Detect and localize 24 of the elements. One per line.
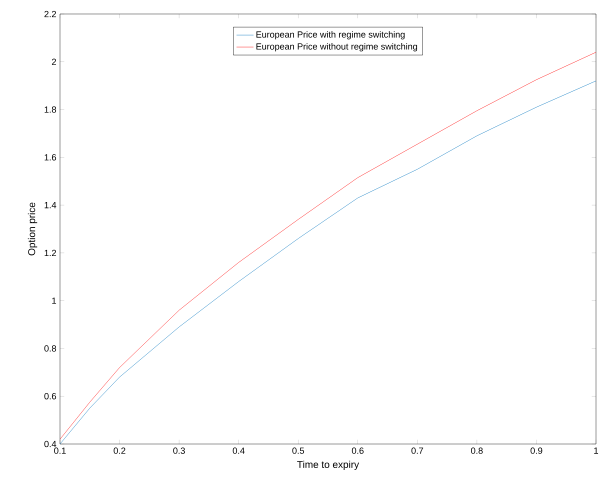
y-tick-label: 2.2	[44, 10, 56, 18]
y-axis-title: Option price	[28, 202, 38, 256]
x-tick-label: 0.3	[173, 448, 185, 454]
y-tick-label: 1.4	[44, 202, 56, 208]
y-tick-label: 0.8	[44, 345, 56, 352]
x-tick-label: 0.9	[530, 448, 542, 454]
x-tick-label: 0.2	[114, 448, 126, 454]
x-tick-label: 0.6	[352, 448, 364, 454]
legend-label: European Price without regime switching	[256, 43, 418, 52]
legend-label: European Price with regime switching	[256, 31, 405, 40]
y-tick-label: 0.4	[44, 440, 56, 448]
x-tick-label: 0.4	[232, 448, 245, 454]
x-tick-label: 0.1	[54, 448, 66, 454]
y-tick-label: 2	[52, 58, 56, 65]
x-tick-label: 0.8	[471, 448, 483, 454]
y-tick-label: 1	[52, 298, 56, 304]
x-axis-title: Time to expiry	[297, 460, 360, 470]
x-tick-label: 0.7	[411, 448, 424, 454]
y-tick-label: 1.8	[44, 106, 56, 113]
y-tick-label: 1.6	[44, 154, 56, 161]
x-tick-label: 1	[594, 448, 598, 454]
x-tick-label: 0.5	[292, 448, 304, 454]
y-tick-label: 0.6	[44, 393, 56, 400]
y-tick-label: 1.2	[44, 250, 56, 256]
